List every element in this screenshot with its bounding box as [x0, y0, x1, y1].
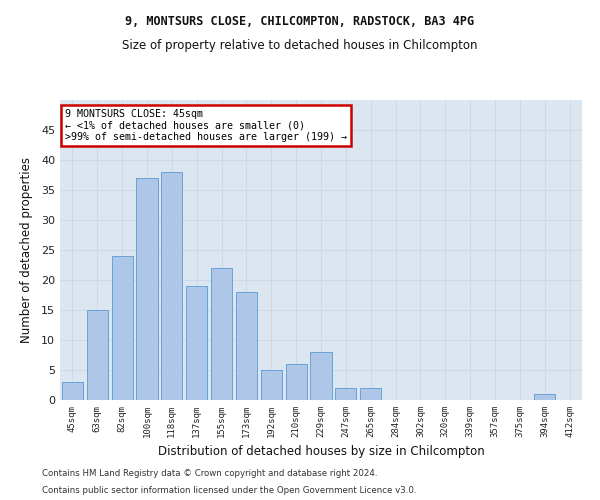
Bar — [310, 352, 332, 400]
Bar — [62, 382, 83, 400]
Bar — [286, 364, 307, 400]
Bar — [112, 256, 133, 400]
Text: Size of property relative to detached houses in Chilcompton: Size of property relative to detached ho… — [122, 38, 478, 52]
Bar — [211, 268, 232, 400]
Bar — [335, 388, 356, 400]
Bar — [161, 172, 182, 400]
Bar — [87, 310, 108, 400]
Text: Contains HM Land Registry data © Crown copyright and database right 2024.: Contains HM Land Registry data © Crown c… — [42, 468, 377, 477]
Bar — [261, 370, 282, 400]
Text: Contains public sector information licensed under the Open Government Licence v3: Contains public sector information licen… — [42, 486, 416, 495]
Bar — [136, 178, 158, 400]
X-axis label: Distribution of detached houses by size in Chilcompton: Distribution of detached houses by size … — [158, 446, 484, 458]
Bar — [186, 286, 207, 400]
Y-axis label: Number of detached properties: Number of detached properties — [20, 157, 32, 343]
Bar — [534, 394, 555, 400]
Bar — [360, 388, 381, 400]
Bar — [236, 292, 257, 400]
Text: 9 MONTSURS CLOSE: 45sqm
← <1% of detached houses are smaller (0)
>99% of semi-de: 9 MONTSURS CLOSE: 45sqm ← <1% of detache… — [65, 109, 347, 142]
Text: 9, MONTSURS CLOSE, CHILCOMPTON, RADSTOCK, BA3 4PG: 9, MONTSURS CLOSE, CHILCOMPTON, RADSTOCK… — [125, 15, 475, 28]
